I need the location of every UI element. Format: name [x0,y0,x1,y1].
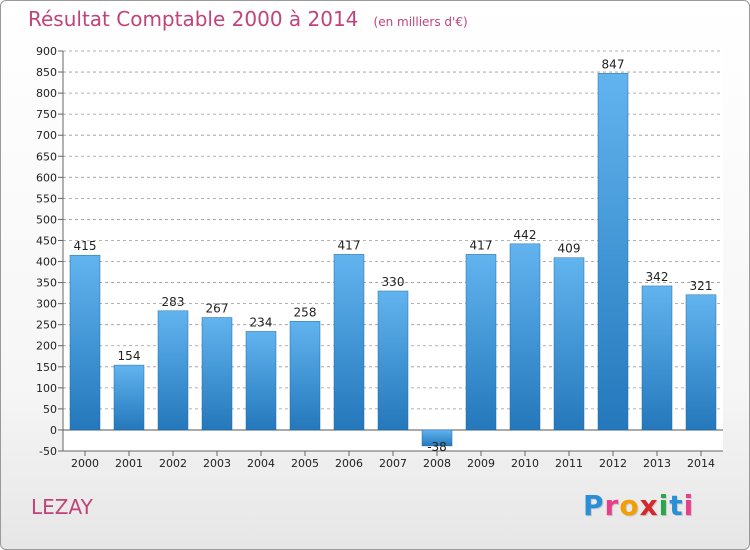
y-tick-label: 0 [50,424,57,437]
bar [641,285,673,431]
proxiti-logo: Proxiti [583,489,694,522]
value-label: 409 [558,242,581,256]
x-tick-label: 2009 [467,457,495,470]
logo-letter: x [639,489,659,522]
x-tick-label: 2004 [247,457,275,470]
logo-letter: r [604,489,620,522]
y-tick-label: 750 [36,108,57,121]
value-label: 417 [338,238,361,252]
x-tick-label: 2006 [335,457,363,470]
title-row: Résultat Comptable 2000 à 2014 (en milli… [28,7,468,31]
value-label: 330 [382,275,405,289]
value-label: 847 [602,57,625,71]
logo-letter: i [683,489,695,522]
value-label: 442 [514,228,537,242]
value-label: 283 [162,295,185,309]
bar [377,290,409,431]
y-tick-label: 700 [36,129,57,142]
value-label: -38 [427,440,447,454]
bar [685,294,717,431]
y-tick-label: 900 [36,45,57,58]
x-tick-label: 2011 [555,457,583,470]
bar [509,243,541,431]
bar [333,254,365,431]
value-label: 415 [74,239,97,253]
x-tick-label: 2008 [423,457,451,470]
y-tick-label: 600 [36,171,57,184]
y-tick-label: 400 [36,256,57,269]
x-tick-label: 2001 [115,457,143,470]
value-label: 342 [646,270,669,284]
y-tick-label: 550 [36,192,57,205]
x-tick-label: 2005 [291,457,319,470]
y-tick-label: 350 [36,277,57,290]
y-tick-label: -50 [39,445,57,458]
value-label: 417 [470,238,493,252]
logo-letter: o [619,489,640,522]
x-tick-label: 2010 [511,457,539,470]
bar [597,73,629,431]
value-label: 154 [118,349,141,363]
y-tick-label: 200 [36,340,57,353]
y-tick-label: 450 [36,234,57,247]
y-tick-label: 50 [43,403,57,416]
logo-letter: t [669,489,684,522]
x-tick-label: 2014 [687,457,715,470]
bar [113,364,145,431]
y-tick-label: 150 [36,361,57,374]
y-tick-label: 650 [36,150,57,163]
bar [465,254,497,431]
bar [553,257,585,431]
y-tick-label: 300 [36,298,57,311]
x-tick-label: 2012 [599,457,627,470]
y-tick-label: 100 [36,382,57,395]
x-tick-label: 2000 [71,457,99,470]
chart-title: Résultat Comptable 2000 à 2014 [28,7,359,31]
bar [421,429,453,447]
x-tick-label: 2003 [203,457,231,470]
x-tick-label: 2007 [379,457,407,470]
bar [69,254,101,431]
bar [245,331,277,431]
bar [157,310,189,431]
y-tick-label: 500 [36,213,57,226]
value-label: 258 [294,305,317,319]
bar [201,317,233,431]
value-label: 321 [690,279,713,293]
chart-subtitle: (en milliers d'€) [373,15,468,29]
value-label: 234 [250,315,273,329]
logo-letter: i [658,489,670,522]
y-tick-label: 250 [36,319,57,332]
logo-letter: P [583,489,605,522]
place-name: LEZAY [31,495,93,519]
bar [289,321,321,431]
y-tick-label: 850 [36,66,57,79]
y-tick-label: 800 [36,87,57,100]
x-tick-label: 2002 [159,457,187,470]
x-tick-label: 2013 [643,457,671,470]
value-label: 267 [206,302,229,316]
